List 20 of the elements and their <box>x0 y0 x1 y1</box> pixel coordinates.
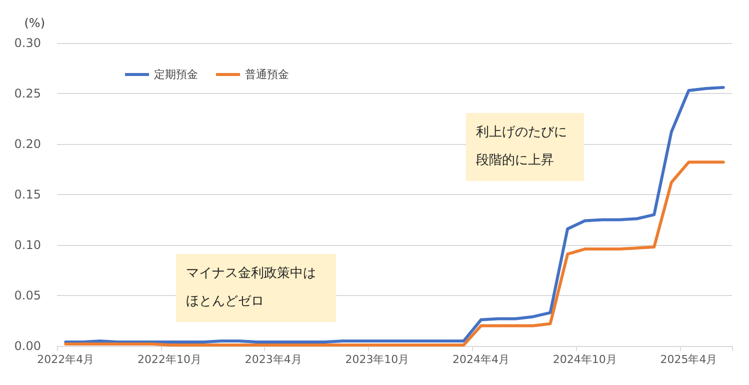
x-tick-label: 2022年4月 <box>37 353 94 366</box>
line-series <box>64 86 725 344</box>
x-tick-label: 2022年10月 <box>138 353 202 366</box>
legend-label: 普通預金 <box>245 68 289 81</box>
x-tick-label: 2025年4月 <box>660 353 718 366</box>
y-tick-label: 0.20 <box>14 137 41 151</box>
x-tick-label: 2024年10月 <box>552 353 617 366</box>
x-tick-label: 2023年4月 <box>244 353 302 366</box>
legend-label: 定期預金 <box>154 68 198 81</box>
y-axis-title: (%) <box>24 16 45 30</box>
y-tick-label: 0.00 <box>14 339 41 353</box>
annotation: 利上げのたびに段階的に上昇 <box>466 113 584 181</box>
y-tick-label: 0.15 <box>14 188 41 202</box>
y-tick-label: 0.10 <box>14 238 41 252</box>
y-tick-label: 0.05 <box>14 288 41 302</box>
y-tick-label: 0.30 <box>14 36 41 50</box>
annotation: マイナス金利政策中はほとんどゼロ <box>176 254 336 322</box>
x-tick-label: 2024年4月 <box>452 353 510 366</box>
x-tick-label: 2023年10月 <box>345 353 410 366</box>
y-tick-label: 0.25 <box>14 86 41 100</box>
